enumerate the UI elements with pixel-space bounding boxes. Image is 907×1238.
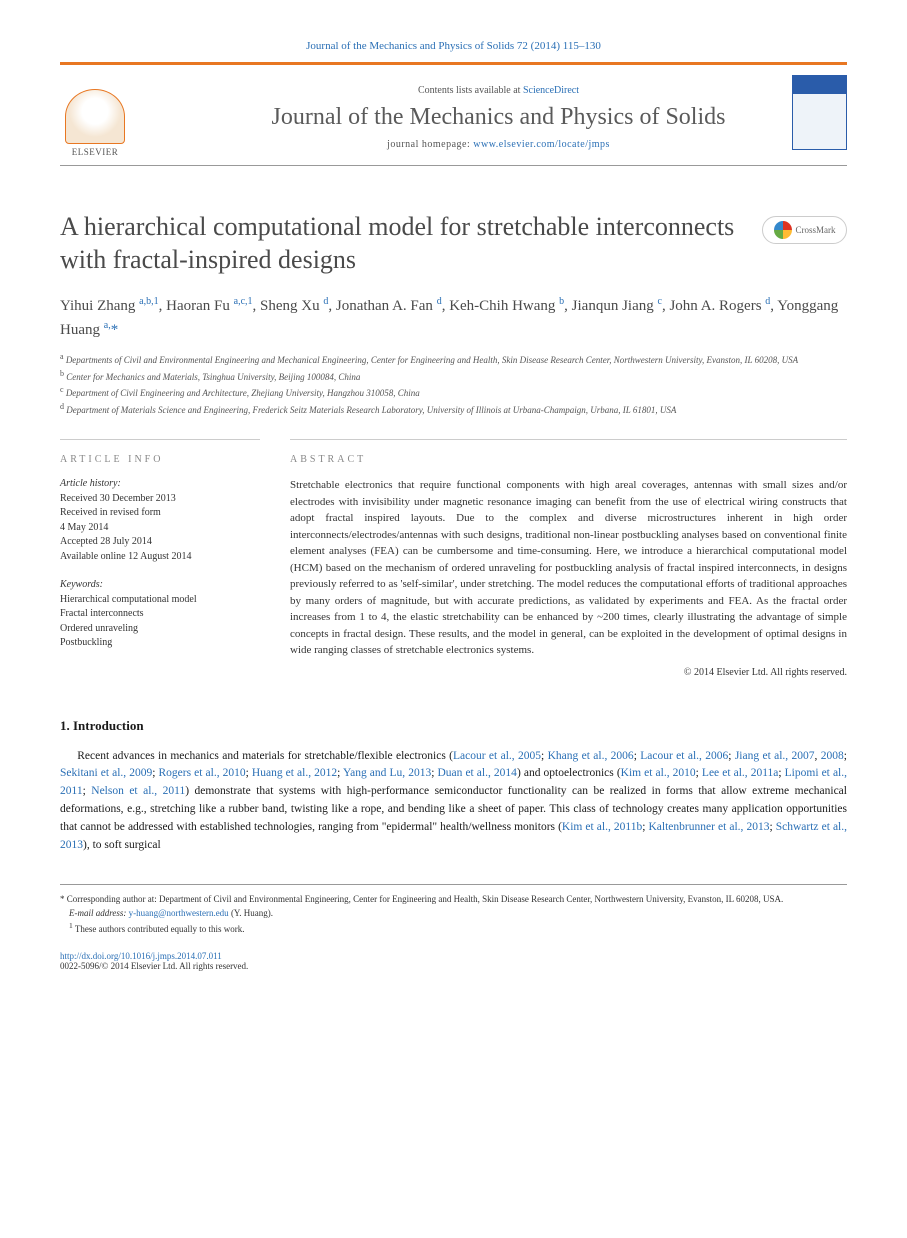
keywords-label: Keywords: [60,578,260,593]
journal-name: Journal of the Mechanics and Physics of … [150,104,847,131]
email-link[interactable]: y-huang@northwestern.edu [129,908,229,918]
keyword-line: Fractal interconnects [60,607,260,622]
equal-contrib-footnote: 1 These authors contributed equally to t… [60,920,847,937]
article-info-label: ARTICLE INFO [60,454,260,465]
history-line: Accepted 28 July 2014 [60,535,260,550]
masthead: ELSEVIER Contents lists available at Sci… [60,62,847,166]
homepage-link[interactable]: www.elsevier.com/locate/jmps [473,139,610,150]
article-history: Article history: Received 30 December 20… [60,477,260,564]
article-info-column: ARTICLE INFO Article history: Received 3… [60,439,260,678]
footnotes: * Corresponding author at: Department of… [60,884,847,937]
crossmark-badge[interactable]: CrossMark [762,216,847,244]
keyword-line: Ordered unraveling [60,622,260,637]
title-block: A hierarchical computational model for s… [60,211,847,276]
abstract-column: ABSTRACT Stretchable electronics that re… [290,439,847,678]
homepage-prefix: journal homepage: [387,139,473,150]
info-abstract-row: ARTICLE INFO Article history: Received 3… [60,439,847,678]
introduction-paragraph: Recent advances in mechanics and materia… [60,748,847,855]
header-citation: Journal of the Mechanics and Physics of … [60,40,847,52]
history-line: 4 May 2014 [60,521,260,536]
publisher-logo[interactable]: ELSEVIER [60,77,130,157]
crossmark-icon [774,221,792,239]
affiliation-item: d Department of Materials Science and En… [60,401,847,418]
elsevier-tree-icon [65,89,125,144]
header-citation-link[interactable]: Journal of the Mechanics and Physics of … [306,40,601,52]
history-lines: Received 30 December 2013Received in rev… [60,492,260,565]
masthead-center: Contents lists available at ScienceDirec… [150,85,847,150]
issn-copyright-line: 0022-5096/© 2014 Elsevier Ltd. All right… [60,961,847,971]
article-title: A hierarchical computational model for s… [60,211,742,276]
homepage-line: journal homepage: www.elsevier.com/locat… [150,139,847,150]
authors-list: Yihui Zhang a,b,1, Haoran Fu a,c,1, Shen… [60,294,847,341]
history-line: Received 30 December 2013 [60,492,260,507]
doi-line: http://dx.doi.org/10.1016/j.jmps.2014.07… [60,951,847,961]
affiliation-item: c Department of Civil Engineering and Ar… [60,384,847,401]
keywords-lines: Hierarchical computational modelFractal … [60,593,260,651]
abstract-label: ABSTRACT [290,454,847,465]
keyword-line: Hierarchical computational model [60,593,260,608]
affiliation-item: a Departments of Civil and Environmental… [60,351,847,368]
contents-prefix: Contents lists available at [418,85,523,96]
publisher-name: ELSEVIER [72,147,119,157]
email-label: E-mail address: [69,908,129,918]
history-line: Received in revised form [60,506,260,521]
doi-link[interactable]: http://dx.doi.org/10.1016/j.jmps.2014.07… [60,951,222,961]
email-footnote: E-mail address: y-huang@northwestern.edu… [60,907,847,921]
corresponding-footnote: * Corresponding author at: Department of… [60,893,847,907]
abstract-copyright: © 2014 Elsevier Ltd. All rights reserved… [290,667,847,678]
affiliation-item: b Center for Mechanics and Materials, Ts… [60,368,847,385]
keyword-line: Postbuckling [60,636,260,651]
abstract-text: Stretchable electronics that require fun… [290,477,847,659]
affiliations-list: a Departments of Civil and Environmental… [60,351,847,417]
history-line: Available online 12 August 2014 [60,550,260,565]
contents-available-line: Contents lists available at ScienceDirec… [150,85,847,96]
keywords-block: Keywords: Hierarchical computational mod… [60,578,260,651]
sciencedirect-link[interactable]: ScienceDirect [523,85,579,96]
email-paren: (Y. Huang). [229,908,273,918]
crossmark-label: CrossMark [796,225,836,235]
history-label: Article history: [60,477,260,492]
section-heading-introduction: 1. Introduction [60,718,847,734]
journal-cover-thumbnail[interactable] [792,75,847,150]
